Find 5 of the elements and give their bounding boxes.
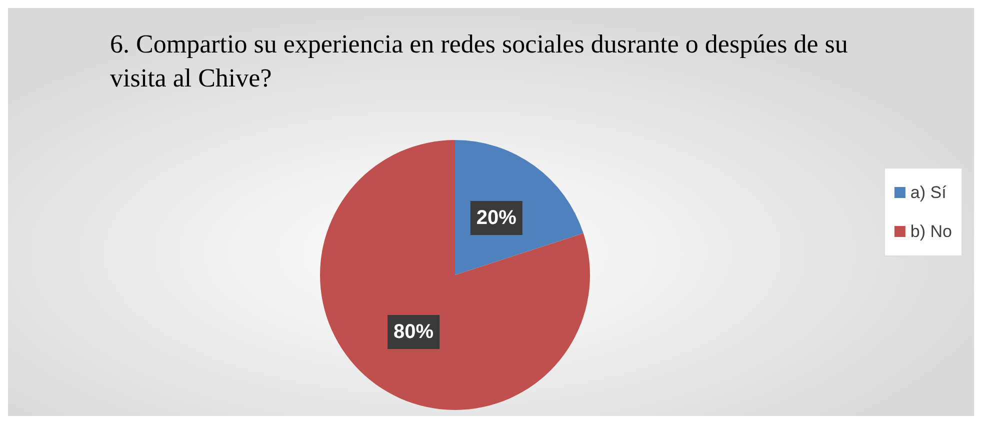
chart-title: 6. Compartio su experiencia en redes sociales dusrante o despúes de su visita al Chive? — [110, 30, 854, 92]
data-label: 20% — [476, 206, 517, 229]
data-label: 80% — [394, 321, 434, 344]
legend-label: b) No — [910, 222, 952, 241]
legend-label: a) Sí — [910, 183, 947, 202]
